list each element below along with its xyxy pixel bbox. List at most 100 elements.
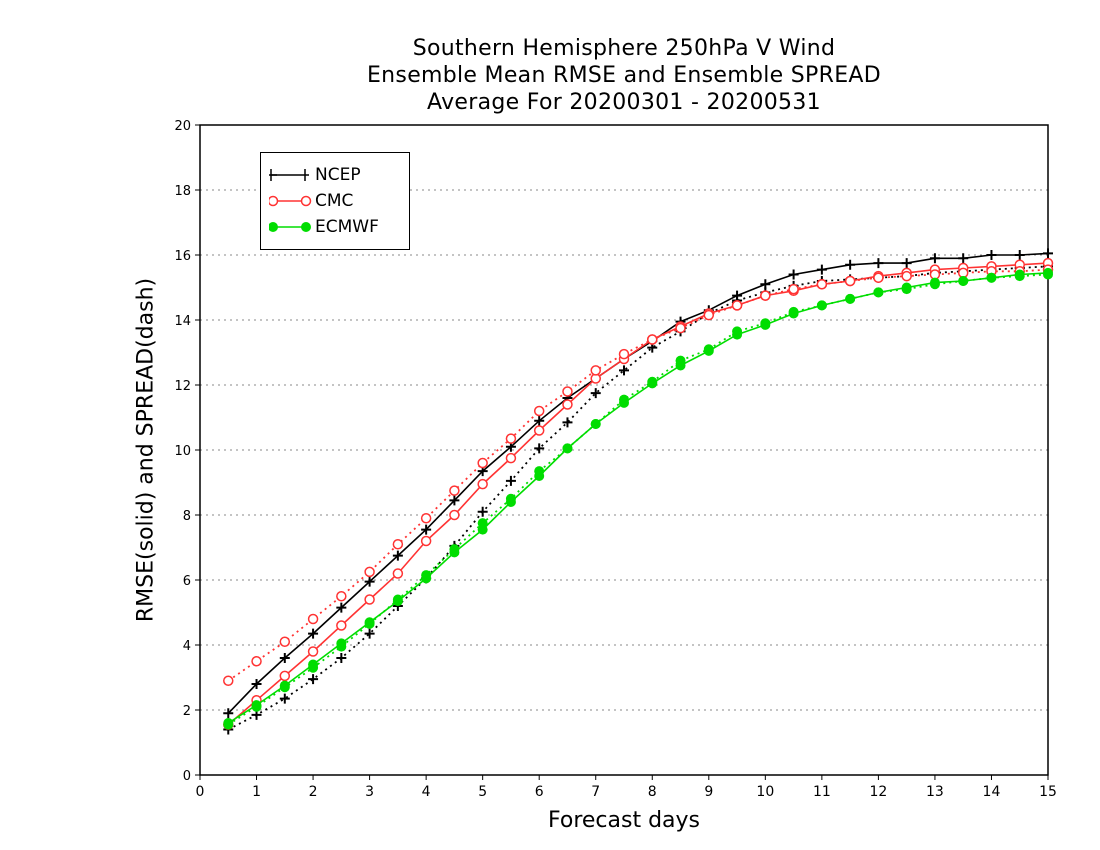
- chart-title-line-1: Southern Hemisphere 250hPa V Wind: [412, 36, 836, 61]
- x-tick-label: 2: [309, 784, 318, 800]
- data-point: [1043, 269, 1053, 280]
- y-tick-label: 6: [183, 574, 191, 589]
- x-tick-label: 15: [1039, 784, 1057, 800]
- data-point: [223, 719, 234, 730]
- data-point: [364, 566, 375, 578]
- y-tick-label: 4: [183, 639, 191, 654]
- x-tick-label: 11: [813, 784, 831, 800]
- series-cmc-rmse: [223, 257, 1054, 730]
- data-point-plus: [619, 365, 629, 376]
- data-point-plus: [336, 602, 347, 613]
- data-point: [336, 591, 347, 602]
- data-point: [477, 518, 488, 529]
- x-tick-label: 1: [252, 784, 261, 800]
- data-point: [449, 544, 460, 555]
- data-point-plus: [929, 253, 940, 264]
- x-tick-label: 12: [869, 784, 887, 800]
- gridlines: [200, 189, 1048, 711]
- data-point: [618, 348, 630, 360]
- series-ncep-rmse: [223, 248, 1053, 719]
- data-point: [279, 670, 291, 682]
- data-point: [929, 279, 940, 290]
- x-tick-label: 7: [591, 784, 600, 800]
- data-point: [760, 290, 771, 301]
- data-point: [392, 594, 403, 605]
- data-point: [619, 394, 629, 405]
- data-point: [816, 279, 828, 290]
- data-point-plus: [958, 253, 969, 264]
- y-tick-label: 16: [174, 249, 191, 264]
- data-point: [279, 682, 290, 693]
- data-point: [421, 570, 432, 581]
- data-point: [873, 272, 884, 283]
- x-tick-label: 3: [365, 784, 374, 800]
- data-point: [986, 272, 997, 283]
- series-line: [227, 272, 1049, 724]
- data-point: [477, 457, 488, 469]
- y-tick-label: 18: [174, 184, 191, 199]
- series-line: [227, 252, 1049, 714]
- data-point-plus: [449, 495, 460, 506]
- data-point: [788, 306, 799, 317]
- data-point: [873, 287, 884, 298]
- data-point: [675, 355, 686, 366]
- x-tick-label: 10: [756, 784, 774, 800]
- legend-marker-filled-circle-icon: [269, 222, 311, 232]
- data-point-plus: [279, 693, 290, 704]
- data-point-plus: [336, 653, 347, 663]
- y-tick-label: 2: [183, 704, 191, 719]
- data-point-plus: [788, 269, 799, 280]
- x-tick-label: 6: [535, 784, 544, 800]
- data-point: [364, 618, 375, 629]
- series-ecmwf-spread: [223, 269, 1053, 730]
- data-point: [675, 322, 686, 334]
- x-tick-label: 4: [422, 784, 431, 800]
- data-point: [901, 284, 912, 295]
- data-point: [477, 478, 488, 490]
- x-tick-label: 0: [196, 784, 205, 800]
- legend-item-ncep: NCEP: [269, 165, 407, 185]
- x-axis-label: Forecast days: [547, 808, 700, 833]
- data-point: [336, 641, 347, 652]
- data-point: [505, 452, 517, 464]
- data-point: [223, 675, 234, 686]
- data-point: [449, 485, 460, 496]
- data-point: [901, 270, 912, 282]
- data-point: [845, 293, 856, 304]
- data-point: [251, 701, 262, 712]
- legend-label-cmc: CMC: [315, 191, 354, 211]
- data-point: [533, 405, 545, 417]
- x-tick-label: 5: [478, 784, 487, 800]
- data-point: [731, 300, 743, 311]
- legend-marker-plus-icon: [269, 169, 309, 181]
- data-point: [505, 493, 516, 504]
- data-point: [392, 539, 404, 550]
- data-point: [505, 433, 517, 444]
- series-line: [227, 273, 1049, 726]
- series-group: [223, 248, 1054, 735]
- data-point-plus: [364, 628, 375, 639]
- data-point: [732, 326, 743, 337]
- data-point: [816, 300, 827, 311]
- data-point-plus: [477, 506, 488, 517]
- series-ncep-spread: [223, 261, 1053, 735]
- data-point-plus: [308, 674, 319, 685]
- data-point-plus: [562, 417, 573, 428]
- data-point-plus: [873, 258, 884, 269]
- data-point: [449, 509, 460, 521]
- data-point: [958, 276, 969, 286]
- data-point-plus: [534, 415, 545, 426]
- data-point-plus: [364, 576, 375, 587]
- x-tick-label: 9: [704, 784, 713, 800]
- legend-item-cmc: CMC: [269, 191, 407, 211]
- data-point-plus: [590, 388, 601, 399]
- legend-label-ncep: NCEP: [315, 165, 361, 185]
- data-point: [420, 513, 432, 524]
- data-point: [307, 613, 319, 625]
- data-point: [562, 399, 573, 410]
- data-point: [844, 275, 856, 287]
- series-ecmwf-rmse: [223, 267, 1053, 728]
- data-point: [533, 425, 545, 436]
- y-tick-label: 10: [174, 444, 191, 459]
- data-point: [788, 283, 799, 295]
